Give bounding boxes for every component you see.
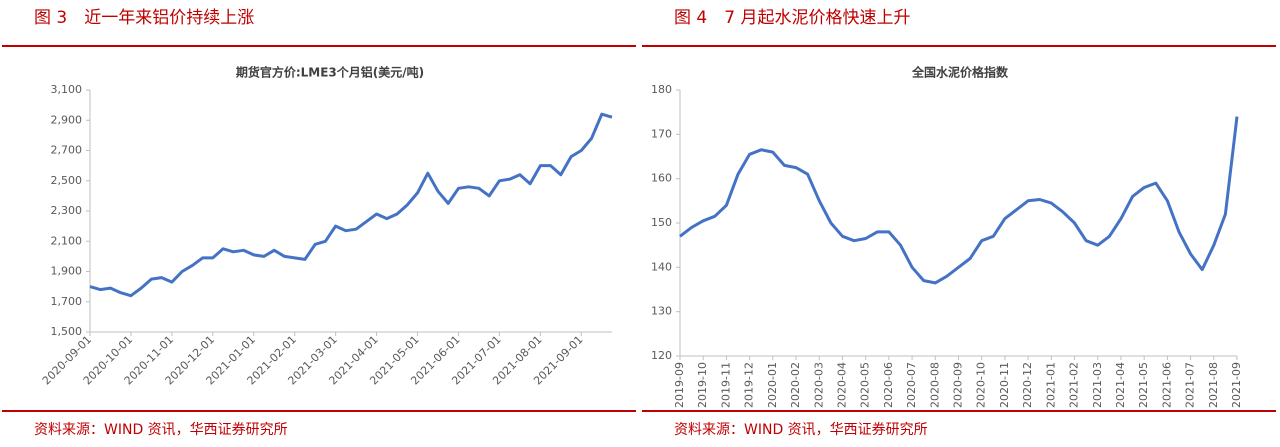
x-tick-label: 2021-08 (1207, 362, 1220, 408)
x-tick-label: 2020-08 (928, 362, 941, 408)
x-tick-label: 2020-01 (766, 362, 779, 408)
source: 资料来源：WIND 资讯，华西证券研究所 (674, 422, 928, 438)
x-tick-label: 2020-04 (835, 362, 848, 408)
y-tick-label: 130 (651, 305, 672, 318)
x-tick-label: 2019-10 (696, 362, 709, 408)
y-tick-label: 2,500 (51, 174, 83, 187)
y-tick-label: 150 (651, 216, 672, 229)
y-tick-label: 120 (651, 349, 672, 362)
y-tick-label: 1,900 (51, 265, 83, 278)
x-tick-label: 2020-09 (952, 362, 965, 408)
figure-title: 图 3 近一年来铝价持续上涨 (34, 8, 254, 28)
x-tick-label: 2019-09 (673, 362, 686, 408)
y-tick-label: 3,100 (51, 83, 83, 96)
figure-title: 图 4 7 月起水泥价格快速上升 (674, 8, 910, 28)
x-tick-label: 2020-11 (998, 362, 1011, 408)
x-tick-label: 2021-03 (1091, 362, 1104, 408)
line-series (89, 112, 613, 298)
x-tick-label: 2021-07 (1184, 362, 1197, 408)
y-tick-label: 1,700 (51, 295, 83, 308)
y-tick-label: 1,500 (51, 325, 83, 338)
x-tick-label: 2021-05 (1137, 362, 1150, 408)
chart-title: 期货官方价:LME3个月铝(美元/吨) (236, 65, 424, 80)
y-tick-label: 140 (651, 260, 672, 273)
x-tick-label: 2020-10 (975, 362, 988, 408)
y-tick-label: 170 (651, 127, 672, 140)
x-tick-label: 2021-09 (1230, 362, 1243, 408)
y-tick-label: 2,300 (51, 204, 83, 217)
x-tick-label: 2021-02 (1068, 362, 1081, 408)
x-tick-label: 2021-04 (1114, 362, 1127, 408)
x-tick-label: 2020-03 (812, 362, 825, 408)
y-tick-label: 2,700 (51, 144, 83, 157)
chart-title: 全国水泥价格指数 (911, 65, 1009, 80)
y-tick-label: 180 (651, 83, 672, 96)
line-series (679, 116, 1239, 285)
y-tick-label: 160 (651, 172, 672, 185)
x-tick-label: 2020-06 (882, 362, 895, 408)
x-tick-label: 2021-01 (1044, 362, 1057, 408)
x-tick-label: 2020-02 (789, 362, 802, 408)
y-tick-label: 2,100 (51, 234, 83, 247)
x-tick-label: 2019-11 (719, 362, 732, 408)
x-tick-label: 2021-06 (1160, 362, 1173, 408)
x-tick-label: 2019-12 (743, 362, 756, 408)
x-tick-label: 2020-07 (905, 362, 918, 408)
y-tick-label: 2,900 (51, 113, 83, 126)
x-tick-label: 2020-05 (859, 362, 872, 408)
source: 资料来源：WIND 资讯，华西证券研究所 (34, 422, 288, 438)
x-tick-label: 2020-12 (1021, 362, 1034, 408)
